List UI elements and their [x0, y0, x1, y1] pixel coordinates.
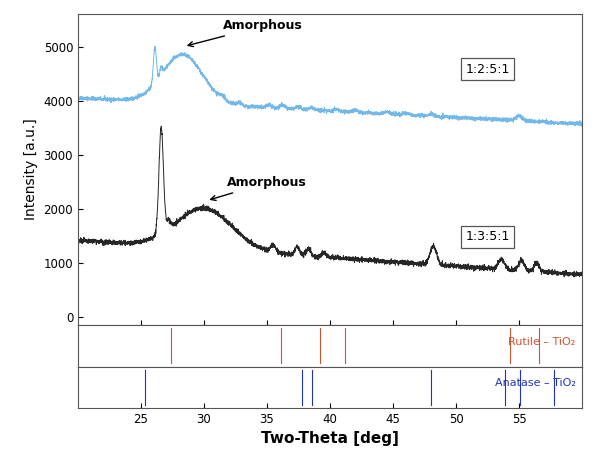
X-axis label: Two-Theta [deg]: Two-Theta [deg] — [261, 431, 399, 446]
Y-axis label: Intensity [a.u.]: Intensity [a.u.] — [24, 119, 38, 220]
Text: Rutile – TiO₂: Rutile – TiO₂ — [508, 337, 576, 347]
Text: Anatase – TiO₂: Anatase – TiO₂ — [495, 378, 576, 388]
Text: Amorphous: Amorphous — [188, 20, 302, 46]
Text: Amorphous: Amorphous — [211, 176, 307, 200]
Text: 1:3:5:1: 1:3:5:1 — [466, 230, 509, 243]
Text: 1:2:5:1: 1:2:5:1 — [466, 63, 509, 76]
